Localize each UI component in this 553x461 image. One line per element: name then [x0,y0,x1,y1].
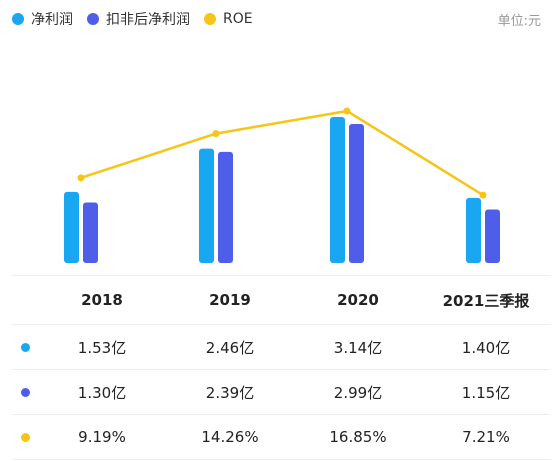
table-cell: 3.14亿 [333,338,383,357]
row-marker-roe [12,432,38,442]
table-row-deducted-net-profit: 1.30亿 2.39亿 2.99亿 1.15亿 [12,370,550,415]
table-cell: 14.26% [201,428,259,446]
table-cell: 16.85% [329,428,387,446]
roe-point-2[interactable] [343,107,351,115]
table-cell: 1.53亿 [77,338,127,357]
row-marker-deducted-net-profit [12,387,38,397]
bar-deducted-net-profit-0[interactable] [83,202,98,263]
unit-label: 单位:元 [497,14,541,29]
bar-net-profit-0[interactable] [64,191,79,263]
table-cell: 7.21% [462,428,510,446]
legend-item-roe[interactable]: ROE [204,11,253,27]
bar-net-profit-1[interactable] [199,148,214,263]
roe-point-3[interactable] [479,191,487,199]
bar-net-profit-3[interactable] [466,197,481,263]
legend-dot-roe [204,13,216,25]
bar-net-profit-2[interactable] [330,117,345,263]
legend-label-roe: ROE [223,11,253,27]
bar-deducted-net-profit-2[interactable] [349,123,364,264]
roe-dot-icon [20,432,30,442]
table-cell: 1.40亿 [461,338,511,357]
table-cell: 9.19% [78,428,126,446]
legend-item-net-profit[interactable]: 净利润 [12,9,73,29]
header-cell-2019: 2019 [209,291,251,309]
roe-point-0[interactable] [77,174,85,182]
table-cell: 2.39亿 [205,383,255,402]
bar-deducted-net-profit-3[interactable] [485,209,500,263]
table-row-net-profit: 1.53亿 2.46亿 3.14亿 1.40亿 [12,325,550,370]
header-cell-2021q3: 2021三季报 [442,291,530,310]
table-cell: 2.46亿 [205,338,255,357]
header-cell-2020: 2020 [337,291,379,309]
net-profit-dot-icon [20,342,30,352]
table-header-row: 2018 2019 2020 2021三季报 [12,275,550,325]
legend-label-net-profit: 净利润 [31,12,73,28]
table-cell: 1.30亿 [77,383,127,402]
roe-line [80,109,484,197]
row-marker-net-profit [12,342,38,352]
legend-label-deducted-net-profit: 扣非后净利润 [106,12,190,28]
header-cell-2018: 2018 [81,291,123,309]
chart [64,107,500,264]
legend-item-deducted-net-profit[interactable]: 扣非后净利润 [87,9,190,29]
deducted-net-profit-dot-icon [20,387,30,397]
bar-deducted-net-profit-1[interactable] [218,151,233,263]
table-cell: 1.15亿 [461,383,511,402]
table-row-roe: 9.19% 14.26% 16.85% 7.21% [12,415,550,460]
table-cell: 2.99亿 [333,383,383,402]
legend: 净利润 扣非后净利润 ROE [12,8,267,30]
data-table: 2018 2019 2020 2021三季报 1.53亿 2.46亿 3.14亿… [12,275,550,460]
legend-dot-net-profit [12,13,24,25]
legend-dot-deducted-net-profit [87,13,99,25]
roe-point-1[interactable] [212,130,220,138]
